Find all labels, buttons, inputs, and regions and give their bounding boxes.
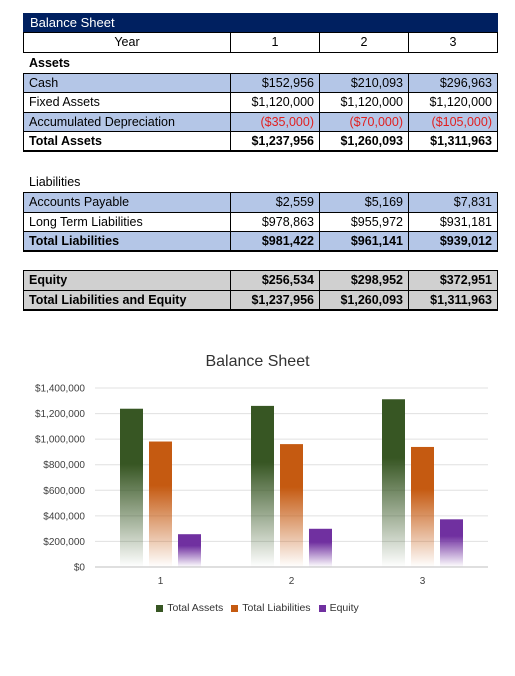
cell-value: $372,951 — [408, 270, 498, 291]
cell-value: $955,972 — [319, 211, 409, 232]
cell-value: $931,181 — [408, 211, 498, 232]
year-1: 1 — [230, 32, 320, 53]
balance-sheet-chart: Balance Sheet $0 $200,000 $400,000 $600,000… — [0, 340, 515, 640]
liabilities-table: Accounts Payable $2,559 $5,169 $7,831 Lo… — [23, 192, 498, 252]
bar-total-assets — [120, 408, 143, 567]
year-header-row: Year 1 2 3 — [23, 32, 498, 53]
legend-item: Total Liabilities — [231, 602, 311, 614]
cell-value: $152,956 — [230, 72, 320, 93]
row-label: Accounts Payable — [23, 192, 231, 213]
cell-value: $2,559 — [230, 192, 320, 213]
legend-label: Equity — [329, 602, 359, 614]
balance-sheet-table: Balance Sheet Year 1 2 3 Assets Cash $15… — [23, 13, 498, 311]
y-tick-label: $200,000 — [43, 537, 85, 548]
table-row: Cash $152,956 $210,093 $296,963 — [23, 72, 498, 93]
equity-table: Equity $256,534 $298,952 $372,951 Total … — [23, 270, 498, 311]
bar-equity — [440, 519, 463, 567]
year-2: 2 — [319, 32, 409, 53]
x-tick-label: 3 — [420, 576, 426, 587]
assets-heading: Assets — [29, 55, 70, 70]
bar-total-liabilities — [149, 441, 172, 567]
cell-value: $939,012 — [408, 231, 498, 252]
y-tick-label: $1,400,000 — [35, 384, 85, 395]
total-liabilities-row: Total Liabilities $981,422 $961,141 $939… — [23, 231, 498, 252]
header-table: Year 1 2 3 — [23, 32, 498, 53]
legend-label: Total Liabilities — [242, 602, 311, 614]
bar-total-assets — [251, 405, 274, 567]
chart-title: Balance Sheet — [205, 353, 310, 370]
cell-value: $256,534 — [230, 270, 320, 291]
total-assets-row: Total Assets $1,237,956 $1,260,093 $1,31… — [23, 131, 498, 152]
cell-value: $1,260,093 — [319, 289, 409, 311]
y-tick-label: $600,000 — [43, 486, 85, 497]
equity-row: Equity $256,534 $298,952 $372,951 — [23, 270, 498, 291]
bar-equity — [178, 534, 201, 567]
y-tick-label: $400,000 — [43, 511, 85, 522]
bar-total-liabilities — [280, 444, 303, 567]
legend-swatch — [156, 604, 164, 612]
cell-value: $296,963 — [408, 72, 498, 93]
cell-value: $1,120,000 — [230, 92, 320, 113]
cell-value: $1,120,000 — [319, 92, 409, 113]
year-label: Year — [23, 32, 231, 53]
y-tick-label: $0 — [74, 563, 86, 574]
bar-equity — [309, 528, 332, 567]
legend-label: Total Assets — [167, 602, 224, 614]
cell-value: $1,237,956 — [230, 131, 320, 152]
bar-total-assets — [382, 399, 405, 567]
year-3: 3 — [408, 32, 498, 53]
cell-value-negative: ($70,000) — [319, 111, 409, 132]
cell-value: $7,831 — [408, 192, 498, 213]
total-liabilities-equity-row: Total Liabilities and Equity $1,237,956 … — [23, 289, 498, 311]
cell-value: $978,863 — [230, 211, 320, 232]
bar-total-liabilities — [411, 446, 434, 567]
assets-table: Cash $152,956 $210,093 $296,963 Fixed As… — [23, 72, 498, 153]
y-tick-label: $800,000 — [43, 460, 85, 471]
cell-value: $1,260,093 — [319, 131, 409, 152]
table-row: Accumulated Depreciation ($35,000) ($70,… — [23, 111, 498, 132]
row-label: Fixed Assets — [23, 92, 231, 113]
cell-value: $961,141 — [319, 231, 409, 252]
cell-value: $981,422 — [230, 231, 320, 252]
cell-value: $1,311,963 — [408, 289, 498, 311]
row-label: Equity — [23, 270, 231, 291]
x-tick-label: 2 — [289, 576, 295, 587]
y-tick-label: $1,000,000 — [35, 435, 85, 446]
legend-swatch — [318, 604, 326, 612]
cell-value: $1,237,956 — [230, 289, 320, 311]
row-label: Total Liabilities — [23, 231, 231, 252]
row-label: Cash — [23, 72, 231, 93]
legend-item: Equity — [318, 602, 359, 614]
table-row: Fixed Assets $1,120,000 $1,120,000 $1,12… — [23, 92, 498, 113]
cell-value-negative: ($105,000) — [408, 111, 498, 132]
liabilities-heading: Liabilities — [29, 175, 81, 189]
cell-value: $1,311,963 — [408, 131, 498, 152]
table-row: Accounts Payable $2,559 $5,169 $7,831 — [23, 192, 498, 213]
row-label: Accumulated Depreciation — [23, 111, 231, 132]
row-label: Long Term Liabilities — [23, 211, 231, 232]
cell-value: $5,169 — [319, 192, 409, 213]
cell-value: $298,952 — [319, 270, 409, 291]
sheet-title: Balance Sheet — [23, 13, 498, 32]
legend-swatch — [231, 604, 239, 612]
table-row: Long Term Liabilities $978,863 $955,972 … — [23, 211, 498, 232]
cell-value: $210,093 — [319, 72, 409, 93]
row-label: Total Liabilities and Equity — [23, 289, 231, 311]
cell-value-negative: ($35,000) — [230, 111, 320, 132]
cell-value: $1,120,000 — [408, 92, 498, 113]
row-label: Total Assets — [23, 131, 231, 152]
y-tick-label: $1,200,000 — [35, 409, 85, 420]
x-tick-label: 1 — [158, 576, 164, 587]
chart-plot: $0 $200,000 $400,000 $600,000 $800,000 $1,000… — [35, 384, 488, 587]
chart-legend: Total Assets Total Liabilities Equity — [0, 602, 515, 615]
legend-item: Total Assets — [156, 602, 223, 614]
